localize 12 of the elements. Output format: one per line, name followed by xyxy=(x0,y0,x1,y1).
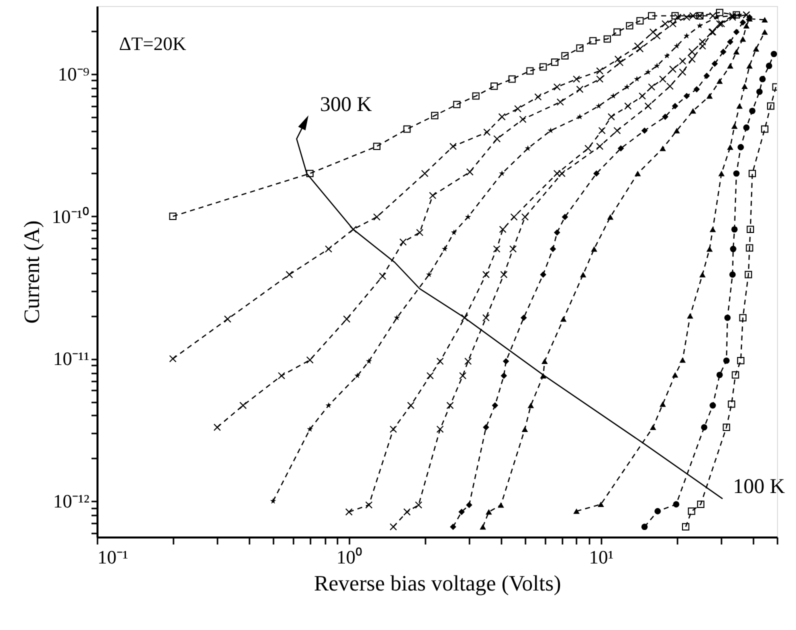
y-axis-title: Current (A) xyxy=(18,220,44,324)
x-tick-label: 10⁰ xyxy=(336,546,362,568)
annotation: ΔT=20K xyxy=(119,34,187,55)
y-tick-label: 10⁻¹⁰ xyxy=(52,206,90,228)
y-tick-label: 10⁻¹¹ xyxy=(53,349,90,370)
x-tick-label: 10¹ xyxy=(589,548,614,568)
y-tick-label: 10⁻⁹ xyxy=(58,64,90,86)
annotation: 300 K xyxy=(320,92,372,116)
annotation: 100 K xyxy=(733,474,785,498)
x-axis-title: Reverse bias voltage (Volts) xyxy=(314,570,562,596)
y-tick-label: 10⁻¹² xyxy=(53,492,90,513)
x-tick-label: 10⁻¹ xyxy=(98,548,128,568)
